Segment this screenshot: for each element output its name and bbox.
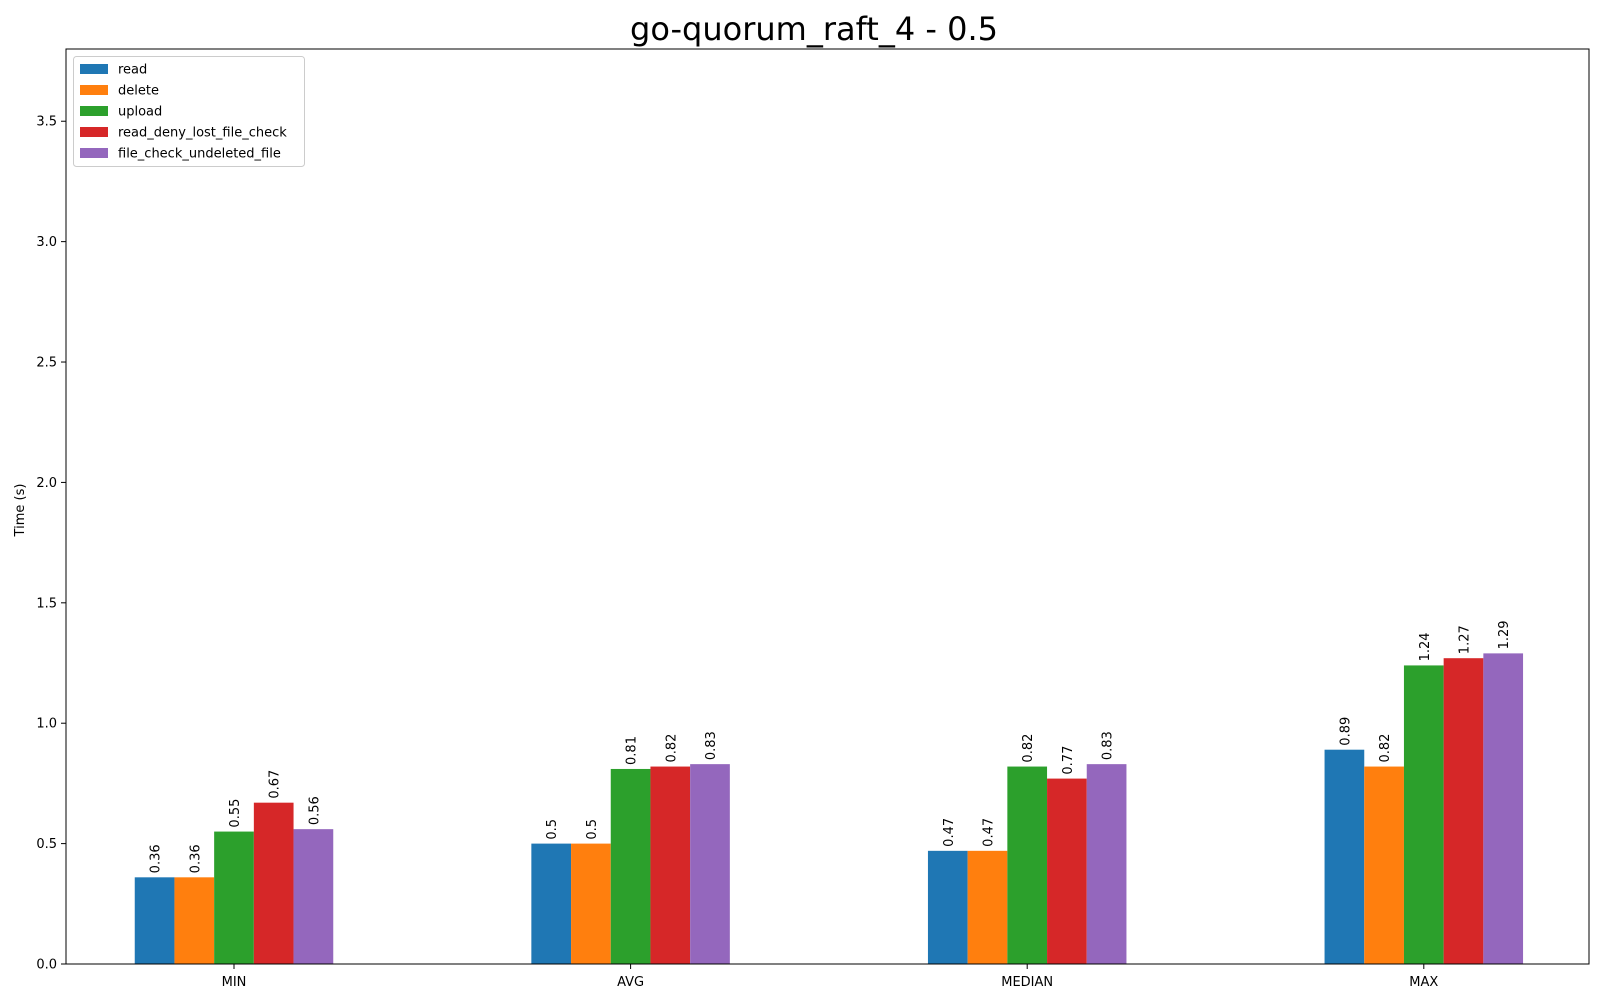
data-label-read-deny-lost-file-check-avg: 0.82 — [664, 734, 679, 763]
data-label-upload-median: 0.82 — [1021, 734, 1036, 763]
legend-swatch-read-deny-lost-file-check — [80, 127, 108, 137]
data-label-delete-median: 0.47 — [982, 818, 997, 847]
legend-swatch-read — [80, 64, 108, 74]
bar-delete-max — [1364, 766, 1404, 964]
y-axis-label: Time (s) — [13, 484, 28, 538]
legend-swatch-upload — [80, 106, 108, 116]
y-tick-label: 3.5 — [36, 115, 57, 130]
y-axis: 0.0 0.5 1.0 1.5 2.0 2.5 3.0 3.5 — [36, 115, 66, 973]
y-tick-label: 1.5 — [36, 596, 57, 611]
bar-upload-median — [1007, 766, 1048, 964]
bar-read-min — [134, 877, 175, 964]
legend-swatch-delete — [80, 85, 108, 95]
x-tick-label-min: MIN — [222, 975, 247, 990]
bar-upload-max — [1403, 665, 1444, 964]
legend-label-read-deny-lost-file-check: read_deny_lost_file_check — [118, 126, 287, 141]
bar-read-deny-lost-file-check-min — [253, 802, 294, 964]
data-label-file-check-undeleted-file-median: 0.83 — [1101, 731, 1116, 760]
data-labels-group: 0.36 0.36 0.55 0.67 0.56 0.5 0.5 0.81 0.82 0.83 0.… — [149, 620, 1513, 873]
bar-delete-min — [174, 877, 215, 964]
y-tick-label: 0.0 — [36, 958, 57, 973]
data-label-upload-max: 1.24 — [1418, 632, 1433, 661]
x-axis: MIN AVG MEDIAN MAX — [222, 964, 1438, 990]
bar-read-median — [927, 850, 968, 964]
data-label-file-check-undeleted-file-max: 1.29 — [1497, 620, 1512, 649]
chart-title: go-quorum_raft_4 - 0.5 — [630, 10, 998, 48]
bar-file-check-undeleted-file-median — [1086, 764, 1127, 964]
bar-upload-min — [214, 831, 254, 964]
data-label-read-min: 0.36 — [149, 844, 164, 873]
y-tick-label: 1.0 — [36, 717, 57, 732]
bar-file-check-undeleted-file-max — [1483, 653, 1524, 964]
data-label-read-deny-lost-file-check-median: 0.77 — [1061, 746, 1076, 775]
bar-file-check-undeleted-file-avg — [690, 764, 730, 964]
x-tick-label-avg: AVG — [617, 975, 644, 990]
bar-read-max — [1324, 749, 1365, 964]
data-label-read-max: 0.89 — [1338, 717, 1353, 746]
legend: read delete upload read_deny_lost_file_chec… — [73, 56, 305, 167]
data-label-read-avg: 0.5 — [545, 819, 560, 840]
y-tick-label: 2.5 — [36, 356, 57, 371]
legend-label-delete: delete — [118, 84, 159, 99]
legend-label-read: read — [118, 63, 147, 78]
data-label-file-check-undeleted-file-avg: 0.83 — [704, 731, 719, 760]
y-tick-label: 2.0 — [36, 476, 57, 491]
bar-upload-avg — [610, 768, 651, 964]
data-label-delete-max: 0.82 — [1378, 734, 1393, 763]
bars-group — [134, 653, 1524, 964]
x-tick-label-median: MEDIAN — [1001, 975, 1053, 990]
x-tick-label-max: MAX — [1409, 975, 1438, 990]
y-tick-label: 3.0 — [36, 235, 57, 250]
legend-swatch-file-check-undeleted-file — [80, 148, 108, 158]
data-label-delete-avg: 0.5 — [585, 819, 600, 840]
data-label-read-median: 0.47 — [942, 818, 957, 847]
data-label-upload-avg: 0.81 — [625, 736, 640, 765]
bar-read-deny-lost-file-check-median — [1047, 778, 1087, 964]
bar-read-avg — [531, 843, 572, 964]
legend-box — [73, 56, 305, 167]
y-tick-label: 0.5 — [36, 837, 57, 852]
data-label-read-deny-lost-file-check-max: 1.27 — [1458, 625, 1473, 654]
plot-frame — [65, 48, 1590, 965]
bar-read-deny-lost-file-check-avg — [650, 766, 691, 964]
bar-delete-median — [967, 850, 1008, 964]
legend-label-file-check-undeleted-file: file_check_undeleted_file — [118, 147, 281, 162]
data-label-upload-min: 0.55 — [228, 799, 243, 828]
data-label-delete-min: 0.36 — [188, 844, 203, 873]
data-label-read-deny-lost-file-check-min: 0.67 — [268, 770, 283, 799]
legend-label-upload: upload — [118, 105, 162, 120]
bar-delete-avg — [571, 843, 611, 964]
data-label-file-check-undeleted-file-min: 0.56 — [307, 796, 322, 825]
bar-file-check-undeleted-file-min — [293, 829, 334, 964]
bar-read-deny-lost-file-check-max — [1443, 658, 1484, 964]
